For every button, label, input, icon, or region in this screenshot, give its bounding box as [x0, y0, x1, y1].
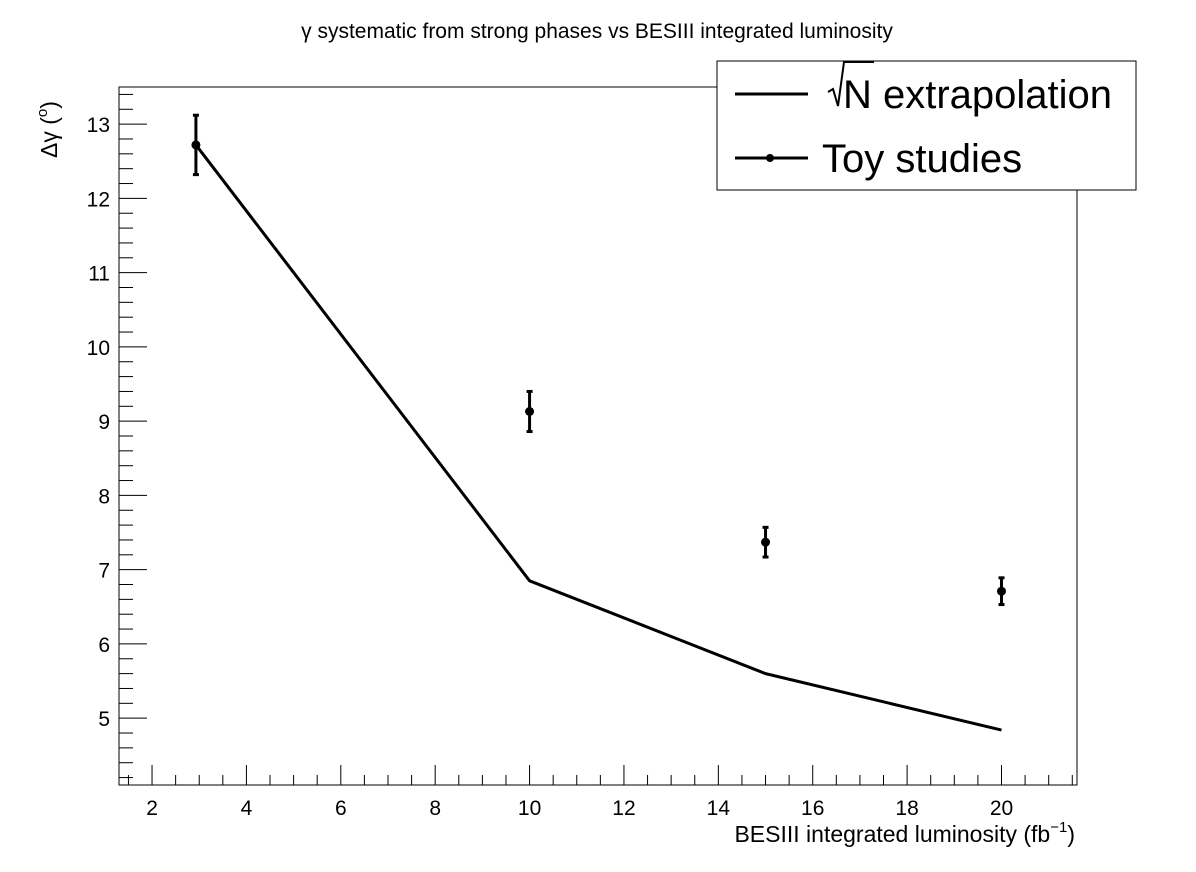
toy-study-point-2: [761, 537, 771, 547]
legend-label-toy-studies: Toy studies: [822, 137, 1022, 181]
y-tick-label-10: 10: [87, 337, 110, 360]
series-extrapolation-line: [194, 144, 1002, 732]
x-tick-label-6: 6: [335, 797, 347, 820]
y-tick-label-12: 12: [87, 188, 110, 211]
y-axis-title-text: Δγ (: [36, 117, 62, 158]
x-axis: 2 4 6 8 10 12 14 16 18 20: [146, 765, 1013, 820]
y-axis-title: Δγ (o): [34, 101, 62, 158]
sqrt-symbol: [827, 61, 874, 107]
y-tick-label-9: 9: [98, 411, 110, 434]
legend-box: [716, 60, 1137, 191]
y-tick-label-11: 11: [88, 263, 110, 286]
y-axis-title-sup: o: [34, 109, 51, 117]
x-axis-title-sup: −1: [1050, 819, 1067, 836]
x-axis-title-close: ): [1067, 821, 1075, 847]
legend-toy-swatch-marker: [766, 154, 774, 162]
y-tick-label-5: 5: [98, 708, 110, 731]
y-axis: 5 6 7 8 9 10 11 12 13: [87, 114, 147, 731]
x-tick-label-12: 12: [612, 797, 635, 820]
x-tick-label-10: 10: [518, 797, 541, 820]
toy-study-point-3: [996, 586, 1006, 596]
series-layer: [191, 113, 1006, 732]
y-tick-label-13: 13: [87, 114, 110, 137]
legend: N extrapolation Toy studies: [716, 60, 1137, 191]
plot-frame: [118, 86, 1078, 786]
x-tick-label-2: 2: [146, 797, 158, 820]
x-axis-title-text: BESIII integrated luminosity (fb: [734, 821, 1050, 847]
toy-study-point-0: [191, 140, 201, 150]
x-tick-label-16: 16: [801, 797, 824, 820]
x-tick-label-8: 8: [429, 797, 441, 820]
minor-ticks: [119, 93, 1073, 785]
x-tick-label-14: 14: [707, 797, 731, 820]
chart-title: γ systematic from strong phases vs BESII…: [301, 20, 893, 43]
y-tick-label-6: 6: [98, 634, 110, 657]
legend-label-extrapolation: N extrapolation: [843, 73, 1112, 117]
x-tick-label-20: 20: [990, 797, 1013, 820]
toy-study-point-1: [525, 406, 535, 416]
y-tick-label-8: 8: [98, 485, 110, 508]
x-tick-label-18: 18: [895, 797, 918, 820]
y-axis-title-close: ): [36, 101, 62, 109]
x-tick-label-4: 4: [241, 797, 253, 820]
x-axis-title: BESIII integrated luminosity (fb−1): [734, 819, 1075, 847]
y-tick-label-7: 7: [98, 560, 110, 583]
